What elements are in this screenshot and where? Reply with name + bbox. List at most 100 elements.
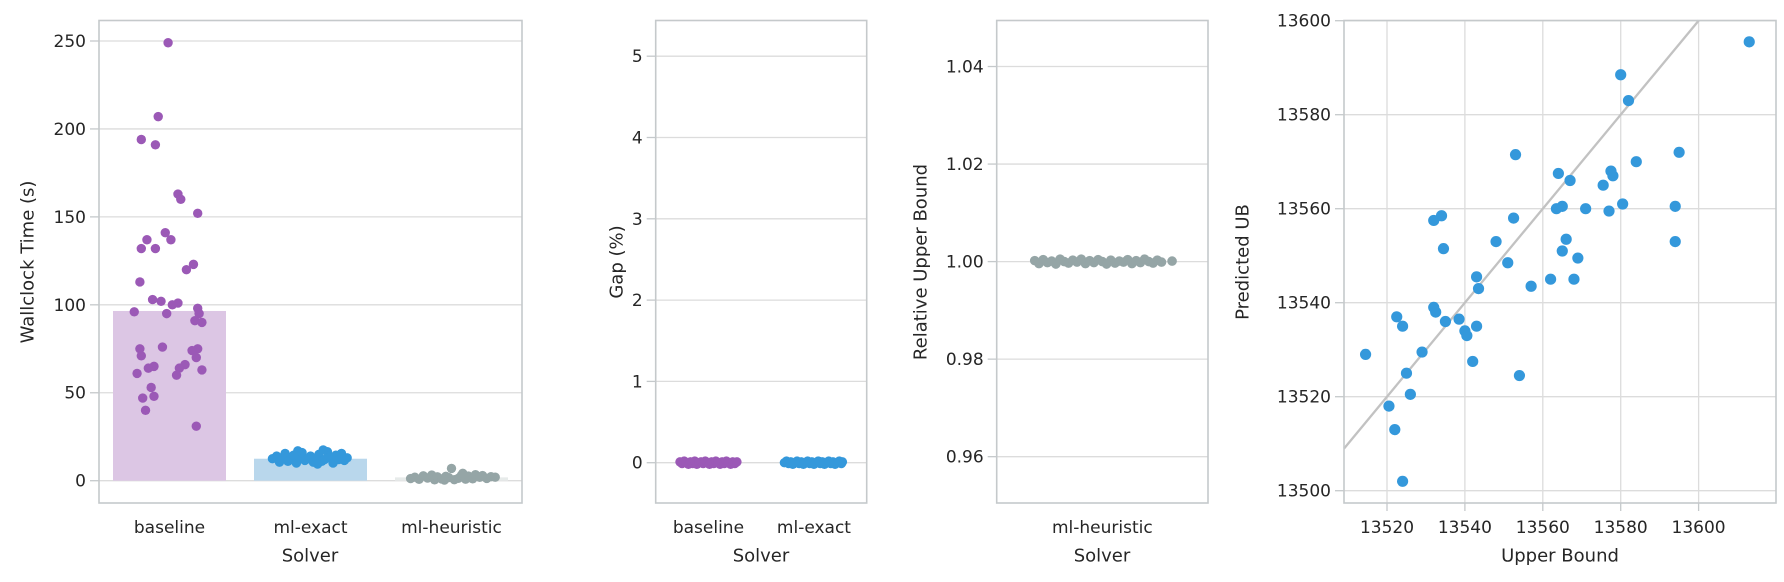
tick-label-y: 0 — [632, 454, 643, 474]
strip-point — [157, 342, 168, 352]
strip-point — [160, 228, 170, 238]
scatter-point — [1743, 36, 1755, 48]
strip-point — [193, 208, 203, 219]
x-axis-label-solver-2: Solver — [732, 545, 790, 567]
strip-point — [837, 457, 848, 467]
tick-label-x: ml-heuristic — [401, 518, 502, 538]
tick-label-x: ml-heuristic — [1052, 518, 1153, 538]
strip-point — [136, 351, 146, 361]
scatter-point — [1461, 330, 1473, 342]
tick-label-x: ml-exact — [777, 518, 851, 538]
plot-border — [1343, 19, 1777, 504]
scatter-point — [1428, 214, 1440, 227]
scatter-point — [1502, 257, 1514, 269]
strip-point — [149, 391, 159, 401]
strip-point — [312, 459, 323, 469]
scatter-point — [1580, 203, 1592, 215]
strip-point — [156, 296, 166, 307]
scatter-point — [1396, 475, 1409, 487]
strip-point — [191, 421, 201, 431]
strip-point — [342, 453, 352, 463]
strip-point — [161, 308, 172, 319]
strip-point — [163, 38, 173, 48]
tick-label-x: 13520 — [1360, 518, 1414, 538]
scatter-point — [1630, 156, 1642, 168]
strip-point — [166, 235, 176, 245]
strip-point — [132, 368, 142, 379]
strip-point — [280, 448, 290, 459]
strip-point — [318, 445, 328, 455]
scatter-point — [1453, 313, 1465, 325]
x-axis-label-solver-1: Solver — [281, 545, 339, 567]
scatter-point — [1472, 283, 1485, 295]
scatter-point — [1556, 200, 1568, 212]
tick-label-y: 13560 — [1277, 200, 1331, 220]
plot-border — [98, 19, 523, 504]
tick-label-y: 3 — [632, 210, 643, 230]
tick-label-y: 100 — [54, 296, 86, 316]
strip-point — [142, 235, 152, 245]
tick-label-y: 1.02 — [946, 155, 984, 175]
y-axis-label-predicted-ub: Predicted UB — [1232, 204, 1254, 320]
scatter-point — [1439, 315, 1452, 328]
strip-point — [197, 317, 207, 328]
strip-point — [191, 352, 201, 363]
tick-label-x: ml-exact — [273, 518, 347, 538]
strip-point — [135, 344, 145, 354]
strip-point — [153, 111, 163, 122]
strip-point — [136, 243, 146, 254]
scatter-point — [1490, 236, 1502, 248]
strip-point — [150, 243, 161, 254]
tick-label-x: 13560 — [1516, 518, 1570, 538]
scatter-point — [1597, 179, 1609, 191]
tick-label-y: 150 — [54, 208, 86, 228]
tick-label-x: baseline — [673, 518, 744, 538]
scatter-point — [1560, 233, 1572, 245]
strip-point — [147, 294, 158, 305]
scatter-point — [1513, 369, 1526, 382]
scatter-point — [1396, 320, 1409, 332]
x-axis-label-solver-3: Solver — [1073, 545, 1131, 567]
scatter-point — [1416, 346, 1428, 358]
strip-point — [188, 259, 199, 270]
scatter-point — [1617, 198, 1629, 210]
scatter-point — [1391, 311, 1403, 323]
scatter-point — [1383, 400, 1395, 412]
strip-point — [138, 393, 148, 403]
y-axis-label-wallclock-time: Wallclock Time (s) — [17, 180, 39, 344]
tick-label-y: 1 — [632, 372, 643, 392]
x-axis-label-upper-bound: Upper Bound — [1501, 545, 1619, 567]
tick-label-y: 250 — [54, 32, 86, 52]
scatter-point — [1556, 245, 1568, 257]
scatter-point — [1430, 306, 1442, 318]
scatter-point — [1389, 424, 1401, 436]
strip-point — [135, 277, 145, 287]
bar-baseline — [113, 310, 226, 481]
identity-line — [1343, 19, 1700, 450]
scatter-point — [1404, 388, 1416, 400]
strip-point — [167, 300, 178, 310]
tick-label-y: 0 — [75, 472, 86, 492]
scatter-point — [1673, 146, 1685, 158]
scatter-point — [1544, 273, 1557, 285]
tick-label-y: 0.96 — [946, 448, 984, 468]
strip-point — [732, 457, 742, 467]
tick-label-y: 2 — [632, 291, 643, 311]
strip-point — [190, 315, 200, 326]
tick-label-y: 200 — [54, 120, 86, 140]
strip-point — [143, 363, 154, 373]
tick-label-y: 13500 — [1277, 482, 1331, 502]
scatter-point — [1564, 174, 1576, 187]
strip-point — [1156, 257, 1167, 267]
strip-point — [814, 456, 824, 467]
strip-point — [439, 475, 450, 485]
strip-point — [140, 405, 151, 416]
strip-point — [129, 307, 139, 317]
scatter-point — [1572, 252, 1584, 264]
tick-label-x: 13540 — [1438, 518, 1492, 538]
plot-border — [995, 19, 1209, 504]
scatter-point — [1525, 280, 1537, 292]
subplot-2: 0.96 0.98 1.00 1.02 1.04 ml-heuristic — [946, 19, 1209, 538]
strip-point — [174, 363, 185, 373]
